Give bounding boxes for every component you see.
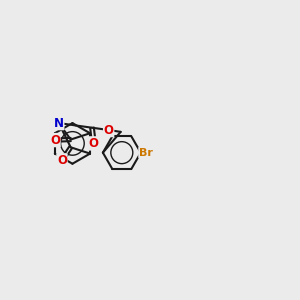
Text: O: O (104, 124, 114, 136)
Text: O: O (50, 134, 60, 147)
Text: Br: Br (139, 148, 153, 158)
Text: N: N (54, 117, 64, 130)
Text: O: O (89, 137, 99, 150)
Text: O: O (57, 154, 67, 167)
